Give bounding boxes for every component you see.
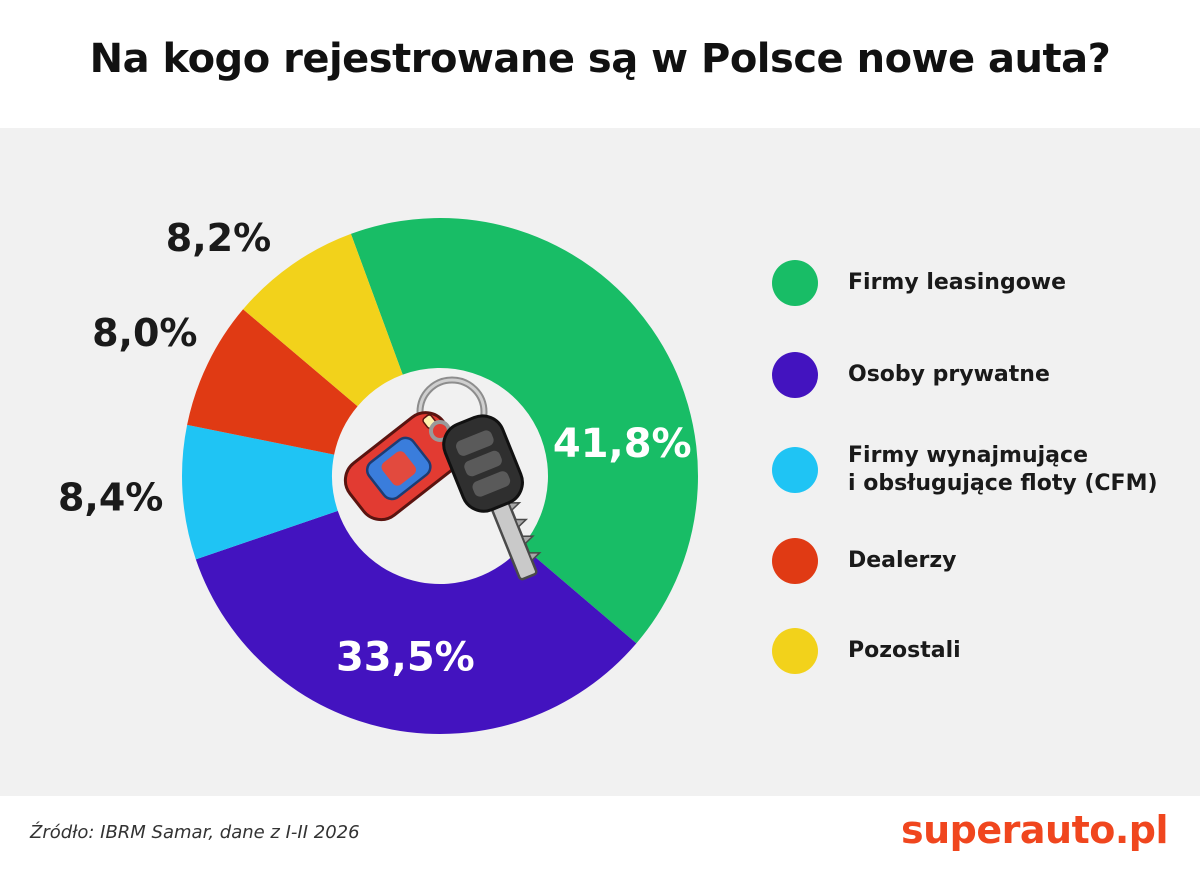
donut-slice-3 xyxy=(187,309,358,455)
legend-item-pozostali: Pozostali xyxy=(772,628,961,674)
legend-swatch xyxy=(772,352,818,398)
legend-label: Firmy wynajmujące i obsługujące floty (C… xyxy=(848,443,1158,496)
slice-labels: 41,8% 33,5% 8,4% 8,0% 8,2% xyxy=(58,216,692,681)
legend-item-firmy-cfm: Firmy wynajmujące i obsługujące floty (C… xyxy=(772,442,1158,498)
donut-slice-4 xyxy=(243,233,403,407)
legend-label: Dealerzy xyxy=(848,548,957,573)
slice-label-4: 8,2% xyxy=(166,216,271,260)
donut-slice-2 xyxy=(182,424,338,560)
legend-label: Firmy leasingowe xyxy=(848,270,1067,295)
slice-label-1: 33,5% xyxy=(336,635,475,681)
legend-item-firmy-leasingowe: Firmy leasingowe xyxy=(772,260,1066,306)
slice-label-0: 41,8% xyxy=(553,421,692,467)
donut-slice-0 xyxy=(350,218,698,644)
chart-panel: 41,8% 33,5% 8,4% 8,0% 8,2% Firmy leasingowe … xyxy=(0,128,1200,796)
car-and-keys-icon xyxy=(343,376,542,581)
legend-swatch xyxy=(772,538,818,584)
slice-label-3: 8,0% xyxy=(92,311,197,355)
legend-item-osoby-prywatne: Osoby prywatne xyxy=(772,352,1050,398)
legend-swatch xyxy=(772,628,818,674)
donut-slices xyxy=(182,218,698,734)
legend-item-dealerzy: Dealerzy xyxy=(772,538,957,584)
donut-chart: 41,8% 33,5% 8,4% 8,0% 8,2% xyxy=(58,216,698,734)
legend-swatch xyxy=(772,447,818,493)
brand-logo: superauto.pl xyxy=(900,808,1169,852)
chart-title: Na kogo rejestrowane są w Polsce nowe au… xyxy=(89,36,1111,82)
legend-swatch xyxy=(772,260,818,306)
slice-label-2: 8,4% xyxy=(58,475,163,519)
legend-label: Pozostali xyxy=(848,638,961,663)
source-note: Źródło: IBRM Samar, dane z I-II 2026 xyxy=(30,822,360,843)
legend-label: Osoby prywatne xyxy=(848,362,1050,387)
